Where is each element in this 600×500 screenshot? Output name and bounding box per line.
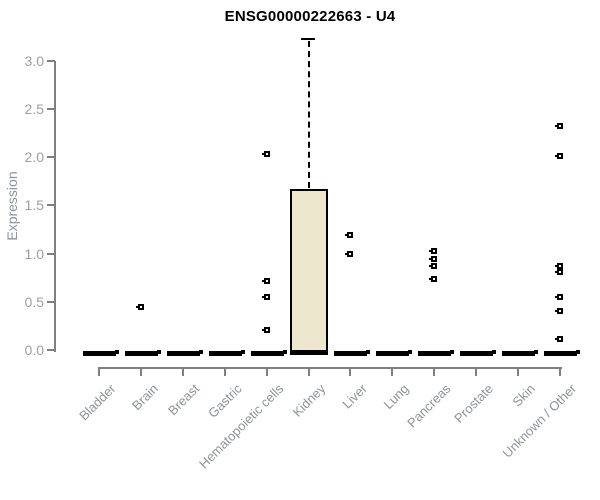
zero-bar-end-point <box>534 350 539 354</box>
x-axis-tick <box>391 367 394 376</box>
x-category-label: Liver <box>339 381 371 412</box>
zero-median-bar <box>376 350 413 356</box>
outlier-point <box>555 123 563 130</box>
x-category-label: Bladder <box>76 381 119 424</box>
outlier-point <box>135 303 144 310</box>
outlier-point <box>555 268 563 275</box>
chart-title: ENSG00000222663 - U4 <box>224 8 396 25</box>
x-axis-tick <box>307 367 310 376</box>
outlier-point <box>555 308 563 315</box>
x-axis-tick <box>181 367 184 376</box>
box-iqr <box>289 188 328 355</box>
x-category-label: Lung <box>380 381 412 413</box>
zero-bar-end-point <box>240 350 245 354</box>
zero-median-bar <box>208 350 245 356</box>
y-tick-label: 0.0 <box>24 342 44 358</box>
outlier-point <box>429 275 438 282</box>
x-category-label: Breast <box>165 381 203 419</box>
outlier-point <box>261 277 270 284</box>
x-category-label: Prostate <box>450 381 496 426</box>
zero-bar-end-point <box>156 350 161 354</box>
x-category-label: Brain <box>128 381 161 414</box>
y-axis-tick <box>47 349 55 351</box>
x-category-label: Skin <box>509 381 538 410</box>
outlier-point <box>555 293 563 300</box>
zero-median-bar <box>502 350 539 356</box>
x-axis-tick <box>433 367 436 376</box>
y-axis-tick <box>47 252 55 255</box>
outlier-point <box>261 151 270 158</box>
outlier-point <box>261 293 270 300</box>
x-axis-tick <box>475 367 478 376</box>
outlier-point <box>345 232 354 239</box>
outlier-point <box>555 153 563 160</box>
y-axis-tick <box>47 59 55 62</box>
outlier-point <box>555 263 563 270</box>
whisker-cap <box>300 38 315 41</box>
zero-bar-end-point <box>115 350 119 354</box>
y-tick-label: 0.5 <box>24 293 44 310</box>
zero-bar-end-point <box>450 350 455 354</box>
y-axis-tick <box>47 300 55 303</box>
x-category-label: Unknown / Other <box>500 381 580 461</box>
zero-median-bar <box>460 350 497 356</box>
x-axis-tick <box>349 367 352 376</box>
x-axis-tick <box>223 367 226 376</box>
zero-median-bar <box>418 350 455 356</box>
x-category-label: Gastric <box>204 381 245 421</box>
zero-median-bar <box>124 350 161 356</box>
y-axis-tick <box>47 156 55 158</box>
y-axis-tick <box>47 204 55 207</box>
y-tick-label: 2.0 <box>24 149 44 165</box>
zero-bar-end-point <box>366 350 371 354</box>
zero-bar-end-point <box>408 350 413 354</box>
outlier-point <box>345 251 354 258</box>
y-tick-label: 1.5 <box>24 197 44 214</box>
outlier-point <box>429 247 438 254</box>
y-tick-label: 3.0 <box>24 52 44 69</box>
x-category-label: Pancreas <box>404 381 454 431</box>
zero-median-bar <box>544 350 580 356</box>
outlier-point <box>555 336 563 343</box>
upper-whisker <box>307 41 310 188</box>
x-axis-line <box>99 367 562 369</box>
y-axis-line <box>54 60 56 352</box>
outlier-point <box>429 256 438 263</box>
x-category-label: Kidney <box>289 381 329 420</box>
x-axis-tick <box>559 367 561 376</box>
x-axis-tick <box>517 367 520 376</box>
zero-median-bar <box>166 350 203 356</box>
y-axis-tick <box>47 107 55 110</box>
zero-median-bar <box>83 350 119 356</box>
zero-median-bar <box>334 350 371 356</box>
y-tick-label: 2.5 <box>24 100 44 117</box>
x-axis-tick <box>98 367 100 376</box>
zero-bar-end-point <box>576 350 580 354</box>
y-tick-label: 1.0 <box>24 245 44 262</box>
outlier-point <box>429 263 438 270</box>
zero-bar-end-point <box>198 350 203 354</box>
x-axis-tick <box>139 367 142 376</box>
zero-median-bar <box>250 350 287 356</box>
zero-bar-end-point <box>282 350 287 354</box>
x-axis-tick <box>265 367 268 376</box>
outlier-point <box>261 326 270 333</box>
zero-bar-end-point <box>492 350 497 354</box>
